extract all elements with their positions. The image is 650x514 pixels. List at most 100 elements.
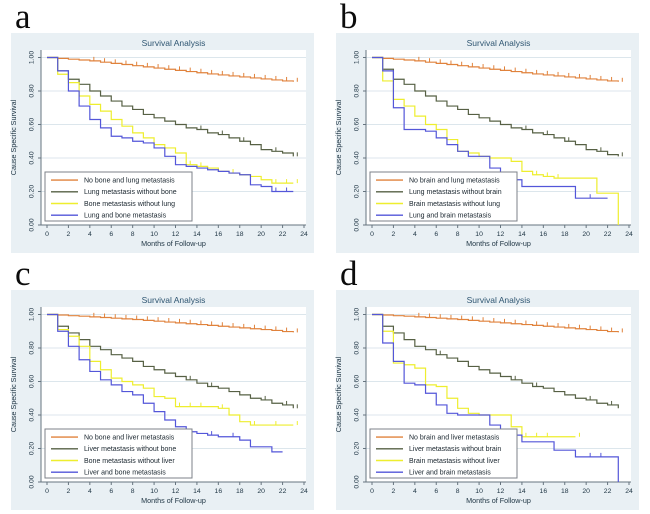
svg-text:No brain and liver metastasis: No brain and liver metastasis	[409, 435, 500, 442]
svg-text:0.40: 0.40	[28, 408, 35, 421]
svg-text:12: 12	[497, 231, 505, 238]
svg-text:14: 14	[518, 231, 526, 238]
svg-text:Survival Analysis: Survival Analysis	[142, 38, 206, 48]
svg-text:Cause Specific Survival: Cause Specific Survival	[334, 356, 343, 432]
svg-text:Liver and bone metastasis: Liver and bone metastasis	[84, 470, 166, 477]
svg-text:0.80: 0.80	[28, 84, 35, 97]
svg-text:20: 20	[257, 231, 265, 238]
svg-text:0.20: 0.20	[353, 185, 360, 198]
svg-text:0.00: 0.00	[28, 218, 35, 231]
svg-text:1.00: 1.00	[28, 308, 35, 321]
svg-text:Cause Specific Survival: Cause Specific Survival	[334, 99, 343, 175]
svg-text:4: 4	[413, 231, 417, 238]
svg-text:0.00: 0.00	[353, 218, 360, 231]
svg-text:18: 18	[236, 488, 244, 495]
svg-text:2: 2	[67, 231, 71, 238]
panel-b-label: b	[340, 0, 358, 36]
svg-text:Cause Specific Survival: Cause Specific Survival	[9, 356, 18, 432]
svg-text:6: 6	[434, 231, 438, 238]
svg-text:Months of Follow-up: Months of Follow-up	[466, 496, 531, 505]
panel-b: b Survival Analysis 0.00 0.20 0.40 0.60 0.80 1…	[325, 0, 650, 257]
svg-text:Lung and brain metastasis: Lung and brain metastasis	[409, 213, 492, 220]
svg-text:0: 0	[370, 488, 374, 495]
svg-text:1.00: 1.00	[28, 51, 35, 64]
svg-text:20: 20	[582, 488, 590, 495]
svg-text:2: 2	[392, 231, 396, 238]
svg-text:8: 8	[456, 488, 460, 495]
svg-text:Cause Specific Survival: Cause Specific Survival	[9, 99, 18, 175]
panel-c-label: c	[15, 254, 31, 293]
panel-c-chart: Survival Analysis 0.00 0.20 0.40 0.60 0.80 1.0…	[9, 290, 314, 510]
panel-a: a Survival Analysis 0.00 0.20 0.40 0.60 0.80 1…	[0, 0, 325, 257]
panel-d: d Survival Analysis 0.00 0.20 0.40 0.60 0.80 1…	[325, 254, 650, 514]
svg-text:4: 4	[413, 488, 417, 495]
svg-text:Lung metastasis without bone: Lung metastasis without bone	[84, 189, 177, 196]
svg-text:Brain metastasis without liver: Brain metastasis without liver	[409, 458, 500, 465]
svg-text:0.40: 0.40	[353, 151, 360, 164]
panel-d-label: d	[340, 254, 358, 293]
svg-text:16: 16	[215, 488, 223, 495]
panel-c: c Survival Analysis 0.00 0.20 0.40 0.60 0.80 1…	[0, 254, 325, 514]
svg-text:0.80: 0.80	[28, 341, 35, 354]
svg-text:4: 4	[88, 488, 92, 495]
svg-text:22: 22	[279, 488, 287, 495]
svg-text:Lung metastasis without brain: Lung metastasis without brain	[409, 189, 502, 196]
svg-text:12: 12	[172, 488, 180, 495]
svg-text:0.20: 0.20	[28, 442, 35, 455]
svg-text:Survival Analysis: Survival Analysis	[467, 295, 531, 305]
svg-text:10: 10	[475, 488, 483, 495]
svg-text:0.40: 0.40	[353, 408, 360, 421]
svg-text:24: 24	[625, 231, 633, 238]
svg-text:16: 16	[215, 231, 223, 238]
svg-text:12: 12	[497, 488, 505, 495]
svg-text:Lung and bone metastasis: Lung and bone metastasis	[84, 213, 167, 220]
svg-text:4: 4	[88, 231, 92, 238]
svg-text:18: 18	[236, 231, 244, 238]
svg-text:12: 12	[172, 231, 180, 238]
svg-text:Liver metastasis without brain: Liver metastasis without brain	[409, 446, 501, 453]
svg-text:0.60: 0.60	[28, 118, 35, 131]
svg-text:6: 6	[109, 231, 113, 238]
svg-text:1.00: 1.00	[353, 308, 360, 321]
svg-text:0.00: 0.00	[28, 475, 35, 488]
panel-a-chart: Survival Analysis 0.00 0.20 0.40 0.60 0.80 1.0…	[9, 33, 314, 253]
svg-text:No bone and liver metastasis: No bone and liver metastasis	[84, 435, 175, 442]
svg-text:8: 8	[131, 231, 135, 238]
svg-text:Liver and brain metastasis: Liver and brain metastasis	[409, 470, 491, 477]
svg-text:24: 24	[300, 231, 308, 238]
svg-text:22: 22	[604, 488, 612, 495]
svg-text:22: 22	[604, 231, 612, 238]
svg-text:0.60: 0.60	[28, 375, 35, 388]
svg-text:0.60: 0.60	[353, 118, 360, 131]
svg-text:10: 10	[475, 231, 483, 238]
svg-text:6: 6	[109, 488, 113, 495]
svg-text:0: 0	[370, 231, 374, 238]
svg-text:14: 14	[193, 488, 201, 495]
svg-text:6: 6	[434, 488, 438, 495]
svg-text:2: 2	[392, 488, 396, 495]
svg-text:1.00: 1.00	[353, 51, 360, 64]
svg-text:0: 0	[45, 488, 49, 495]
panel-a-label: a	[15, 0, 31, 36]
svg-text:20: 20	[257, 488, 265, 495]
svg-text:20: 20	[582, 231, 590, 238]
svg-text:10: 10	[150, 231, 158, 238]
svg-text:0.80: 0.80	[353, 84, 360, 97]
svg-text:Survival Analysis: Survival Analysis	[142, 295, 206, 305]
svg-text:Brain metastasis without lung: Brain metastasis without lung	[409, 201, 500, 208]
svg-text:Bone metastasis without lung: Bone metastasis without lung	[84, 201, 175, 208]
svg-text:2: 2	[67, 488, 71, 495]
svg-text:14: 14	[518, 488, 526, 495]
svg-text:Months of Follow-up: Months of Follow-up	[141, 239, 206, 248]
panel-d-chart: Survival Analysis 0.00 0.20 0.40 0.60 0.80 1.0…	[334, 290, 639, 510]
svg-text:0.00: 0.00	[353, 475, 360, 488]
svg-text:0.80: 0.80	[353, 341, 360, 354]
svg-text:22: 22	[279, 231, 287, 238]
svg-text:No bone and lung metastasis: No bone and lung metastasis	[84, 178, 175, 185]
svg-text:18: 18	[561, 231, 569, 238]
svg-text:Liver metastasis without bone: Liver metastasis without bone	[84, 446, 176, 453]
svg-text:16: 16	[540, 231, 548, 238]
svg-text:24: 24	[625, 488, 633, 495]
svg-text:0.20: 0.20	[28, 185, 35, 198]
